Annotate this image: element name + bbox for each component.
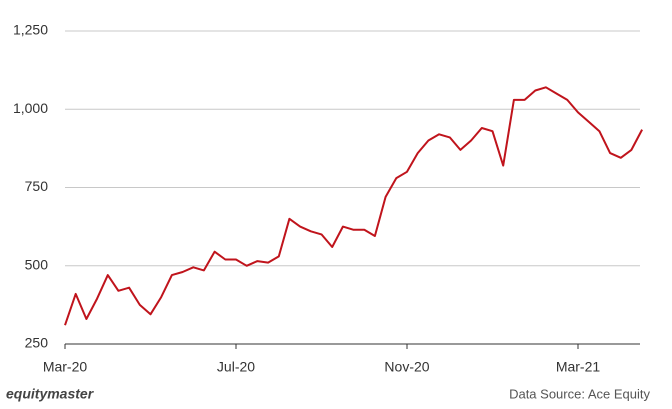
- source: Data Source: Ace Equity: [509, 386, 650, 401]
- x-tick-label: Nov-20: [384, 359, 429, 375]
- y-tick-label: 250: [25, 335, 49, 351]
- x-tick-label: Jul-20: [217, 359, 255, 375]
- x-tick-label: Mar-20: [43, 359, 88, 375]
- y-tick-label: 750: [25, 178, 49, 194]
- y-tick-label: 500: [25, 256, 49, 272]
- x-tick-label: Mar-21: [556, 359, 601, 375]
- y-tick-label: 1,250: [13, 22, 48, 38]
- line: [64, 86, 643, 326]
- brand: equitymaster: [6, 386, 95, 402]
- y-tick-label: 1,000: [13, 100, 48, 116]
